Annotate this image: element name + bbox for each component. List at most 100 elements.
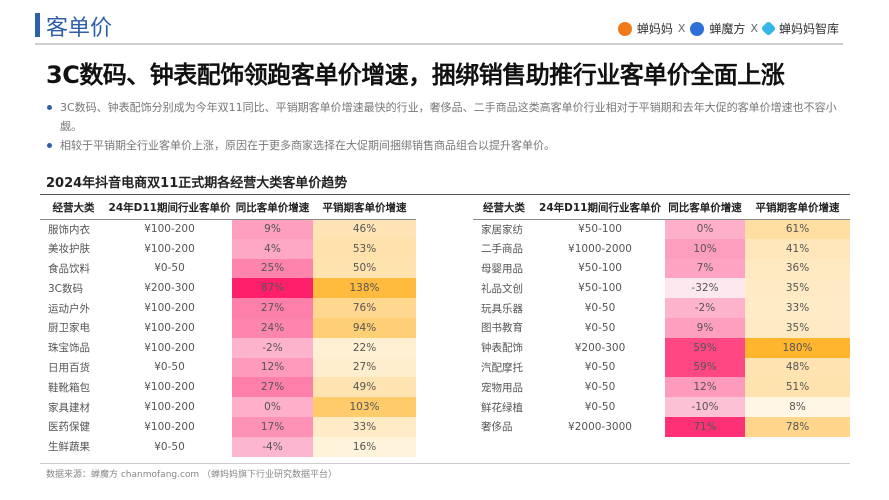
headline: 3C数码、钟表配饰领跑客单价增速，捆绑销售助推行业客单价全面上涨 — [46, 61, 785, 89]
brand-1: 蝉妈妈 — [636, 22, 673, 36]
table-row: 鞋靴箱包 ¥100-200 27% 49% — [40, 377, 416, 398]
flat-growth-cell: 49% — [313, 377, 416, 398]
flat-growth-cell: 103% — [313, 397, 416, 417]
flat-growth-cell: 35% — [745, 317, 850, 338]
price-cell: ¥1000-2000 — [568, 242, 632, 255]
yoy-growth-cell: 9% — [665, 317, 745, 338]
category-cell: 家具建材 — [48, 401, 90, 414]
category-cell: 服饰内衣 — [48, 223, 90, 236]
table-row: 汽配摩托 ¥0-50 59% 48% — [473, 357, 850, 378]
column-header: 同比客单价增速 — [232, 197, 313, 220]
yoy-growth-cell: -4% — [232, 436, 313, 457]
flat-growth-cell: 53% — [313, 238, 416, 259]
chanmama-logo-icon — [617, 21, 632, 36]
price-cell: ¥0-50 — [154, 440, 185, 453]
category-cell: 汽配摩托 — [481, 361, 523, 374]
yoy-growth-cell: 10% — [665, 238, 745, 259]
brand-3: 蝉妈妈智库 — [778, 22, 839, 36]
price-cell: ¥100-200 — [144, 381, 195, 394]
flat-growth-cell: 61% — [745, 219, 850, 239]
column-header: 平销期客单价增速 — [313, 197, 416, 220]
flat-growth-cell: 41% — [745, 238, 850, 259]
yoy-growth-cell: 27% — [232, 298, 313, 318]
table-row: 二手商品 ¥1000-2000 10% 41% — [473, 238, 850, 259]
column-header: 经营大类 — [473, 197, 535, 220]
table-row: 钟表配饰 ¥200-300 59% 180% — [473, 337, 850, 358]
category-cell: 美妆护肤 — [48, 243, 90, 256]
column-header: 24年D11期间行业客单价 — [107, 197, 232, 220]
table-row: 厨卫家电 ¥100-200 24% 94% — [40, 317, 416, 338]
section-marker — [35, 13, 40, 37]
flat-growth-cell: 33% — [313, 416, 416, 437]
category-cell: 鞋靴箱包 — [48, 381, 90, 394]
flat-growth-cell: 138% — [313, 278, 416, 299]
flat-growth-cell: 78% — [745, 416, 850, 437]
category-cell: 奢侈品 — [481, 421, 513, 434]
source-note: 数据来源：蝉魔方 chanmofang.com （蝉妈妈旗下行业研究数据平台） — [46, 470, 338, 480]
flat-growth-cell: 51% — [745, 377, 850, 398]
table-row: 3C数码 ¥200-300 87% 138% — [40, 278, 416, 299]
table-row: 生鲜蔬果 ¥0-50 -4% 16% — [40, 436, 416, 457]
yoy-growth-cell: 7% — [665, 258, 745, 279]
flat-growth-cell: 16% — [313, 436, 416, 457]
category-cell: 宠物用品 — [481, 381, 523, 394]
flat-growth-cell: 48% — [745, 357, 850, 378]
column-header: 24年D11期间行业客单价 — [535, 197, 665, 220]
price-cell: ¥0-50 — [154, 361, 185, 374]
category-cell: 3C数码 — [48, 282, 84, 295]
zhiku-logo-icon — [760, 20, 777, 37]
table-row: 宠物用品 ¥0-50 12% 51% — [473, 377, 850, 398]
category-cell: 医药保健 — [48, 421, 90, 434]
brand-logos: 蝉妈妈 X 蝉魔方 X 蝉妈妈智库 — [617, 20, 839, 37]
yoy-growth-cell: 12% — [665, 377, 745, 398]
yoy-growth-cell: 17% — [232, 416, 313, 437]
flat-growth-cell: 76% — [313, 298, 416, 318]
column-header: 同比客单价增速 — [665, 197, 745, 220]
category-cell: 食品饮料 — [48, 262, 90, 275]
footer-divider — [40, 463, 850, 464]
price-cell: ¥0-50 — [584, 321, 616, 334]
category-cell: 家居家纺 — [481, 223, 523, 236]
table-row: 图书教育 ¥0-50 9% 35% — [473, 317, 850, 338]
table-row: 医药保健 ¥100-200 17% 33% — [40, 416, 416, 437]
table-row: 玩具乐器 ¥0-50 -2% 33% — [473, 298, 850, 318]
yoy-growth-cell: 71% — [665, 416, 745, 437]
yoy-growth-cell: 87% — [232, 278, 313, 299]
category-cell: 珠宝饰品 — [48, 342, 90, 355]
yoy-growth-cell: -10% — [665, 397, 745, 417]
category-cell: 生鲜蔬果 — [48, 441, 90, 454]
yoy-growth-cell: 27% — [232, 377, 313, 398]
price-cell: ¥0-50 — [584, 381, 616, 394]
price-cell: ¥100-200 — [144, 341, 195, 354]
yoy-growth-cell: -2% — [232, 337, 313, 358]
flat-growth-cell: 50% — [313, 258, 416, 279]
chanmofang-logo-icon — [690, 21, 705, 36]
price-cell: ¥100-200 — [144, 321, 195, 334]
table-row: 美妆护肤 ¥100-200 4% 53% — [40, 238, 416, 259]
separator: X — [677, 22, 686, 35]
category-cell: 日用百货 — [48, 361, 90, 374]
yoy-growth-cell: 24% — [232, 317, 313, 338]
price-cell: ¥50-100 — [578, 223, 622, 236]
yoy-growth-cell: 59% — [665, 357, 745, 378]
price-cell: ¥50-100 — [578, 282, 622, 295]
flat-growth-cell: 36% — [745, 258, 850, 279]
category-cell: 鲜花绿植 — [481, 401, 523, 414]
yoy-growth-cell: 4% — [232, 238, 313, 259]
yoy-growth-cell: -32% — [665, 278, 745, 299]
category-cell: 玩具乐器 — [481, 302, 523, 315]
table-row: 鲜花绿植 ¥0-50 -10% 8% — [473, 397, 850, 417]
category-cell: 礼品文创 — [481, 282, 523, 295]
price-cell: ¥2000-3000 — [568, 420, 632, 433]
flat-growth-cell: 35% — [745, 278, 850, 299]
price-cell: ¥200-300 — [144, 282, 195, 295]
flat-growth-cell: 46% — [313, 219, 416, 239]
yoy-growth-cell: 59% — [665, 337, 745, 358]
category-cell: 钟表配饰 — [481, 342, 523, 355]
flat-growth-cell: 22% — [313, 337, 416, 358]
bullet-item: 相较于平销期全行业客单价上涨，原因在于更多商家选择在大促期间捆绑销售商品组合以提… — [46, 136, 846, 155]
category-cell: 图书教育 — [481, 322, 523, 335]
yoy-growth-cell: 0% — [665, 219, 745, 239]
price-cell: ¥100-200 — [144, 420, 195, 433]
column-header: 平销期客单价增速 — [745, 197, 850, 220]
